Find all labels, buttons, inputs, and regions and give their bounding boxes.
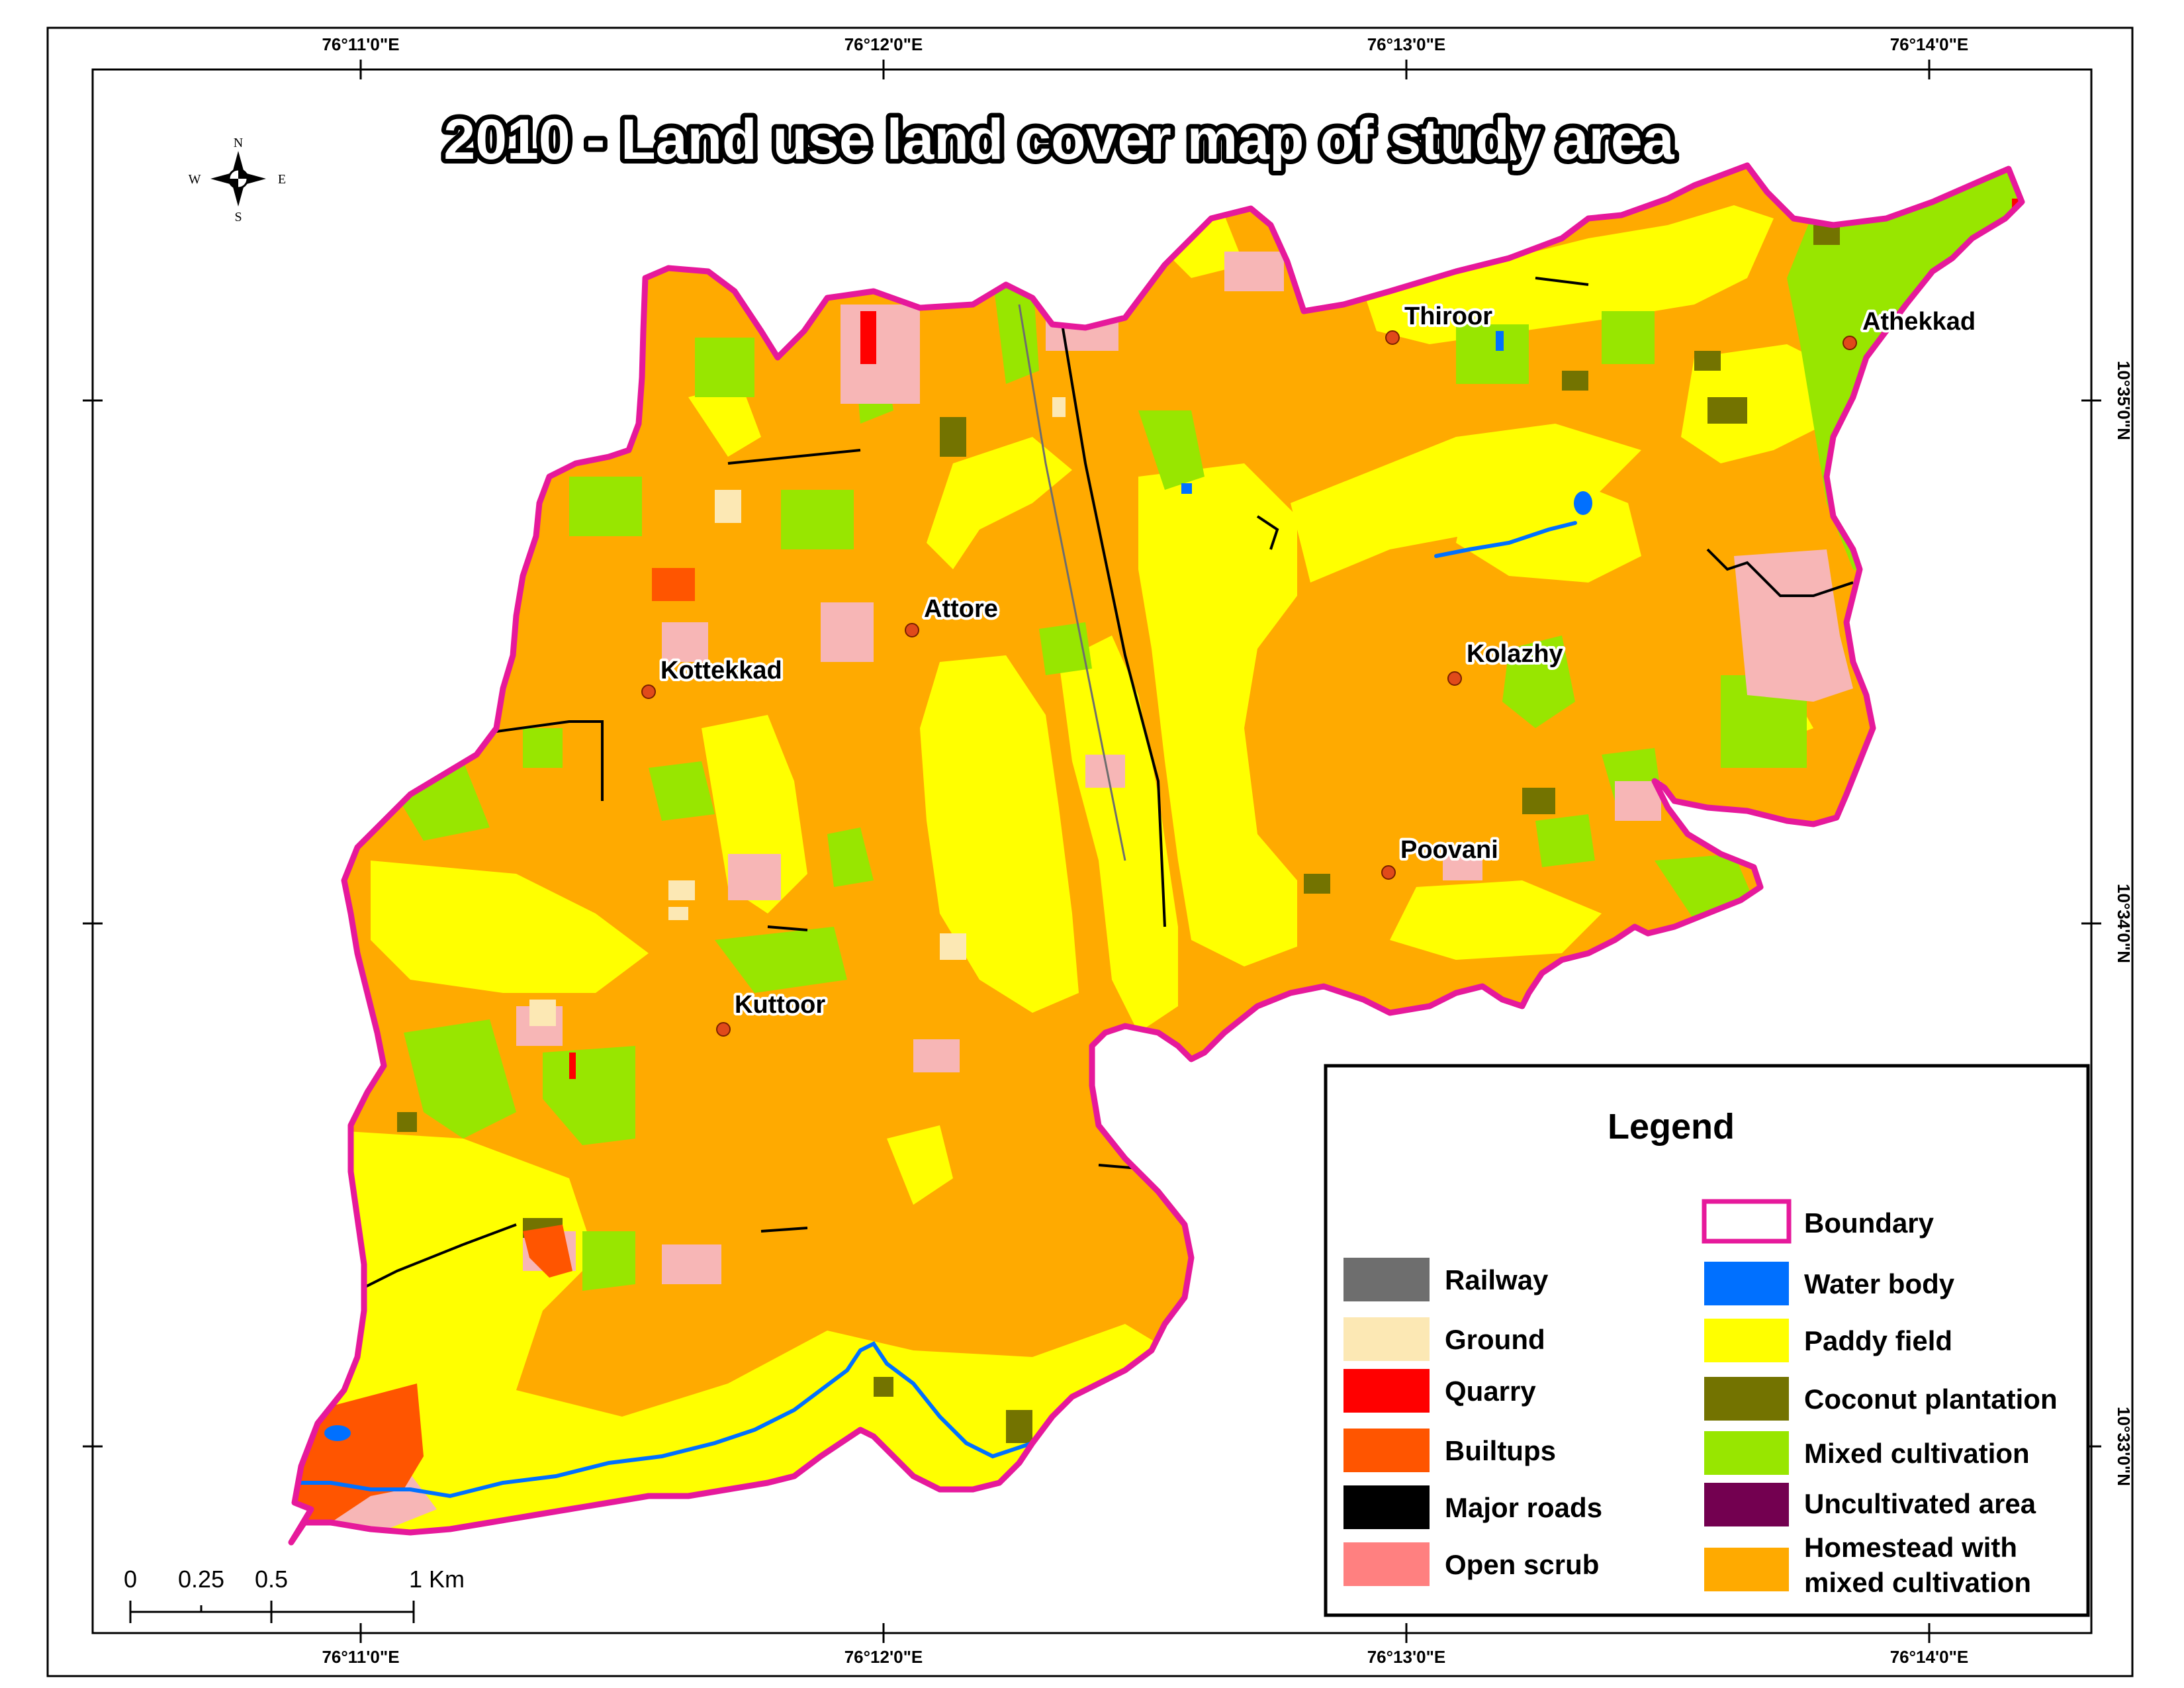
place-markers: Thiroor Athekkad Attore Kottekkad Kolazh… bbox=[641, 300, 1978, 1037]
compass-n: N bbox=[234, 136, 243, 150]
legend-swatch bbox=[1704, 1548, 1789, 1591]
place-kolazhy: Kolazhy bbox=[1447, 637, 1566, 686]
place-dot bbox=[1381, 865, 1396, 880]
legend-label: Coconut plantation bbox=[1804, 1383, 2058, 1415]
scale-bar: 0 0.25 0.5 1 Km bbox=[124, 1566, 465, 1623]
place-dot bbox=[716, 1022, 731, 1037]
legend-item-open-scrub: Open scrub bbox=[1343, 1542, 1599, 1586]
legend-item-quarry: Quarry bbox=[1343, 1369, 1536, 1413]
legend-label: Railway bbox=[1445, 1264, 1549, 1295]
legend-item-uncultivated-area: Uncultivated area bbox=[1704, 1483, 2036, 1526]
legend-swatch bbox=[1704, 1483, 1789, 1526]
place-dot bbox=[641, 684, 656, 699]
north-arrow-icon: N S E W bbox=[189, 136, 287, 224]
legend-label: Mixed cultivation bbox=[1804, 1438, 2030, 1469]
scale-label: 0.25 bbox=[178, 1566, 224, 1593]
legend-label: Builtups bbox=[1445, 1435, 1556, 1466]
place-label: Athekkad bbox=[1862, 308, 1976, 336]
legend-label: Major roads bbox=[1445, 1492, 1602, 1523]
legend-swatch bbox=[1704, 1319, 1789, 1362]
legend-swatch bbox=[1343, 1542, 1430, 1586]
legend-swatch bbox=[1343, 1485, 1430, 1529]
legend-item-builtups: Builtups bbox=[1343, 1429, 1556, 1472]
place-label: Attore bbox=[924, 595, 998, 623]
legend-item-homestead: Homestead with mixed cultivation bbox=[1704, 1532, 2031, 1598]
legend: Legend Railway Ground Quarry Builtups Ma… bbox=[1324, 1064, 2090, 1617]
legend-swatch bbox=[1343, 1317, 1430, 1361]
scale-label: 0 bbox=[124, 1566, 137, 1593]
ground-areas bbox=[529, 397, 1066, 1026]
water-pond-features bbox=[324, 331, 1592, 1441]
bottom-lon-label: 76°13'0"E bbox=[1367, 1647, 1446, 1667]
legend-swatch bbox=[1343, 1369, 1430, 1413]
place-attore: Attore bbox=[905, 592, 1001, 637]
legend-item-paddy-field: Paddy field bbox=[1704, 1319, 1952, 1362]
place-label: Kottekkad bbox=[660, 657, 782, 684]
place-label: Kolazhy bbox=[1467, 640, 1563, 668]
legend-label-line2: mixed cultivation bbox=[1804, 1567, 2031, 1598]
legend-swatch bbox=[1704, 1262, 1789, 1305]
top-lon-label: 76°11'0"E bbox=[322, 34, 399, 54]
legend-swatch bbox=[1704, 1431, 1789, 1475]
compass-s: S bbox=[234, 210, 242, 224]
place-label: Thiroor bbox=[1404, 303, 1492, 330]
legend-label: Paddy field bbox=[1804, 1325, 1952, 1356]
railway-features bbox=[1018, 304, 1126, 861]
legend-label: Open scrub bbox=[1445, 1549, 1599, 1580]
legend-item-major-roads: Major roads bbox=[1343, 1485, 1602, 1529]
coconut-plantation-areas bbox=[397, 225, 1840, 1443]
right-lat-label: 10°35'0"N bbox=[2114, 361, 2134, 440]
legend-label: Boundary bbox=[1804, 1207, 1934, 1239]
legend-item-water-body: Water body bbox=[1704, 1262, 1955, 1305]
legend-item-railway: Railway bbox=[1343, 1258, 1549, 1301]
legend-label: Quarry bbox=[1445, 1376, 1536, 1407]
graticule-labels: 76°11'0"E 76°12'0"E 76°13'0"E 76°14'0"E … bbox=[322, 34, 2134, 1667]
scale-label: 0.5 bbox=[255, 1566, 288, 1593]
legend-item-boundary: Boundary bbox=[1702, 1199, 1934, 1244]
place-dot bbox=[1843, 336, 1857, 350]
legend-title: Legend bbox=[1608, 1107, 1735, 1147]
legend-item-mixed-cultivation: Mixed cultivation bbox=[1704, 1431, 2030, 1475]
legend-swatch bbox=[1704, 1377, 1789, 1421]
water-body-features bbox=[291, 521, 1577, 1499]
legend-swatch bbox=[1343, 1429, 1430, 1472]
place-dot bbox=[1385, 330, 1400, 345]
top-lon-label: 76°12'0"E bbox=[844, 34, 923, 54]
place-thiroor: Thiroor bbox=[1385, 300, 1495, 345]
compass-e: E bbox=[278, 172, 286, 187]
map-title: 2010 - Land use land cover map of study … bbox=[443, 108, 1674, 171]
legend-item-coconut-plantation: Coconut plantation bbox=[1704, 1377, 2058, 1421]
scale-label: 1 Km bbox=[409, 1566, 465, 1593]
bottom-lon-label: 76°11'0"E bbox=[322, 1647, 399, 1667]
place-kottekkad: Kottekkad bbox=[641, 654, 785, 699]
legend-label: Homestead with bbox=[1804, 1532, 2017, 1563]
place-label: Kuttoor bbox=[735, 991, 825, 1019]
legend-label: Uncultivated area bbox=[1804, 1488, 2036, 1519]
place-poovani: Poovani bbox=[1381, 833, 1501, 880]
legend-label: Water body bbox=[1804, 1268, 1955, 1299]
bottom-lon-label: 76°12'0"E bbox=[844, 1647, 923, 1667]
legend-label: Ground bbox=[1445, 1324, 1545, 1355]
right-lat-label: 10°34'0"N bbox=[2114, 884, 2134, 963]
bottom-lon-label: 76°14'0"E bbox=[1890, 1647, 1969, 1667]
legend-item-ground: Ground bbox=[1343, 1317, 1545, 1361]
right-lat-label: 10°33'0"N bbox=[2114, 1407, 2134, 1486]
legend-swatch bbox=[1702, 1199, 1792, 1244]
place-athekkad: Athekkad bbox=[1843, 305, 1978, 350]
place-dot bbox=[905, 623, 919, 637]
paddy-field-areas bbox=[291, 172, 1979, 1542]
place-label: Poovani bbox=[1400, 836, 1498, 864]
top-lon-label: 76°13'0"E bbox=[1367, 34, 1446, 54]
top-lon-label: 76°14'0"E bbox=[1890, 34, 1969, 54]
place-kuttoor: Kuttoor bbox=[716, 988, 828, 1037]
compass-w: W bbox=[189, 172, 201, 187]
place-dot bbox=[1447, 671, 1462, 686]
legend-swatch bbox=[1343, 1258, 1430, 1301]
